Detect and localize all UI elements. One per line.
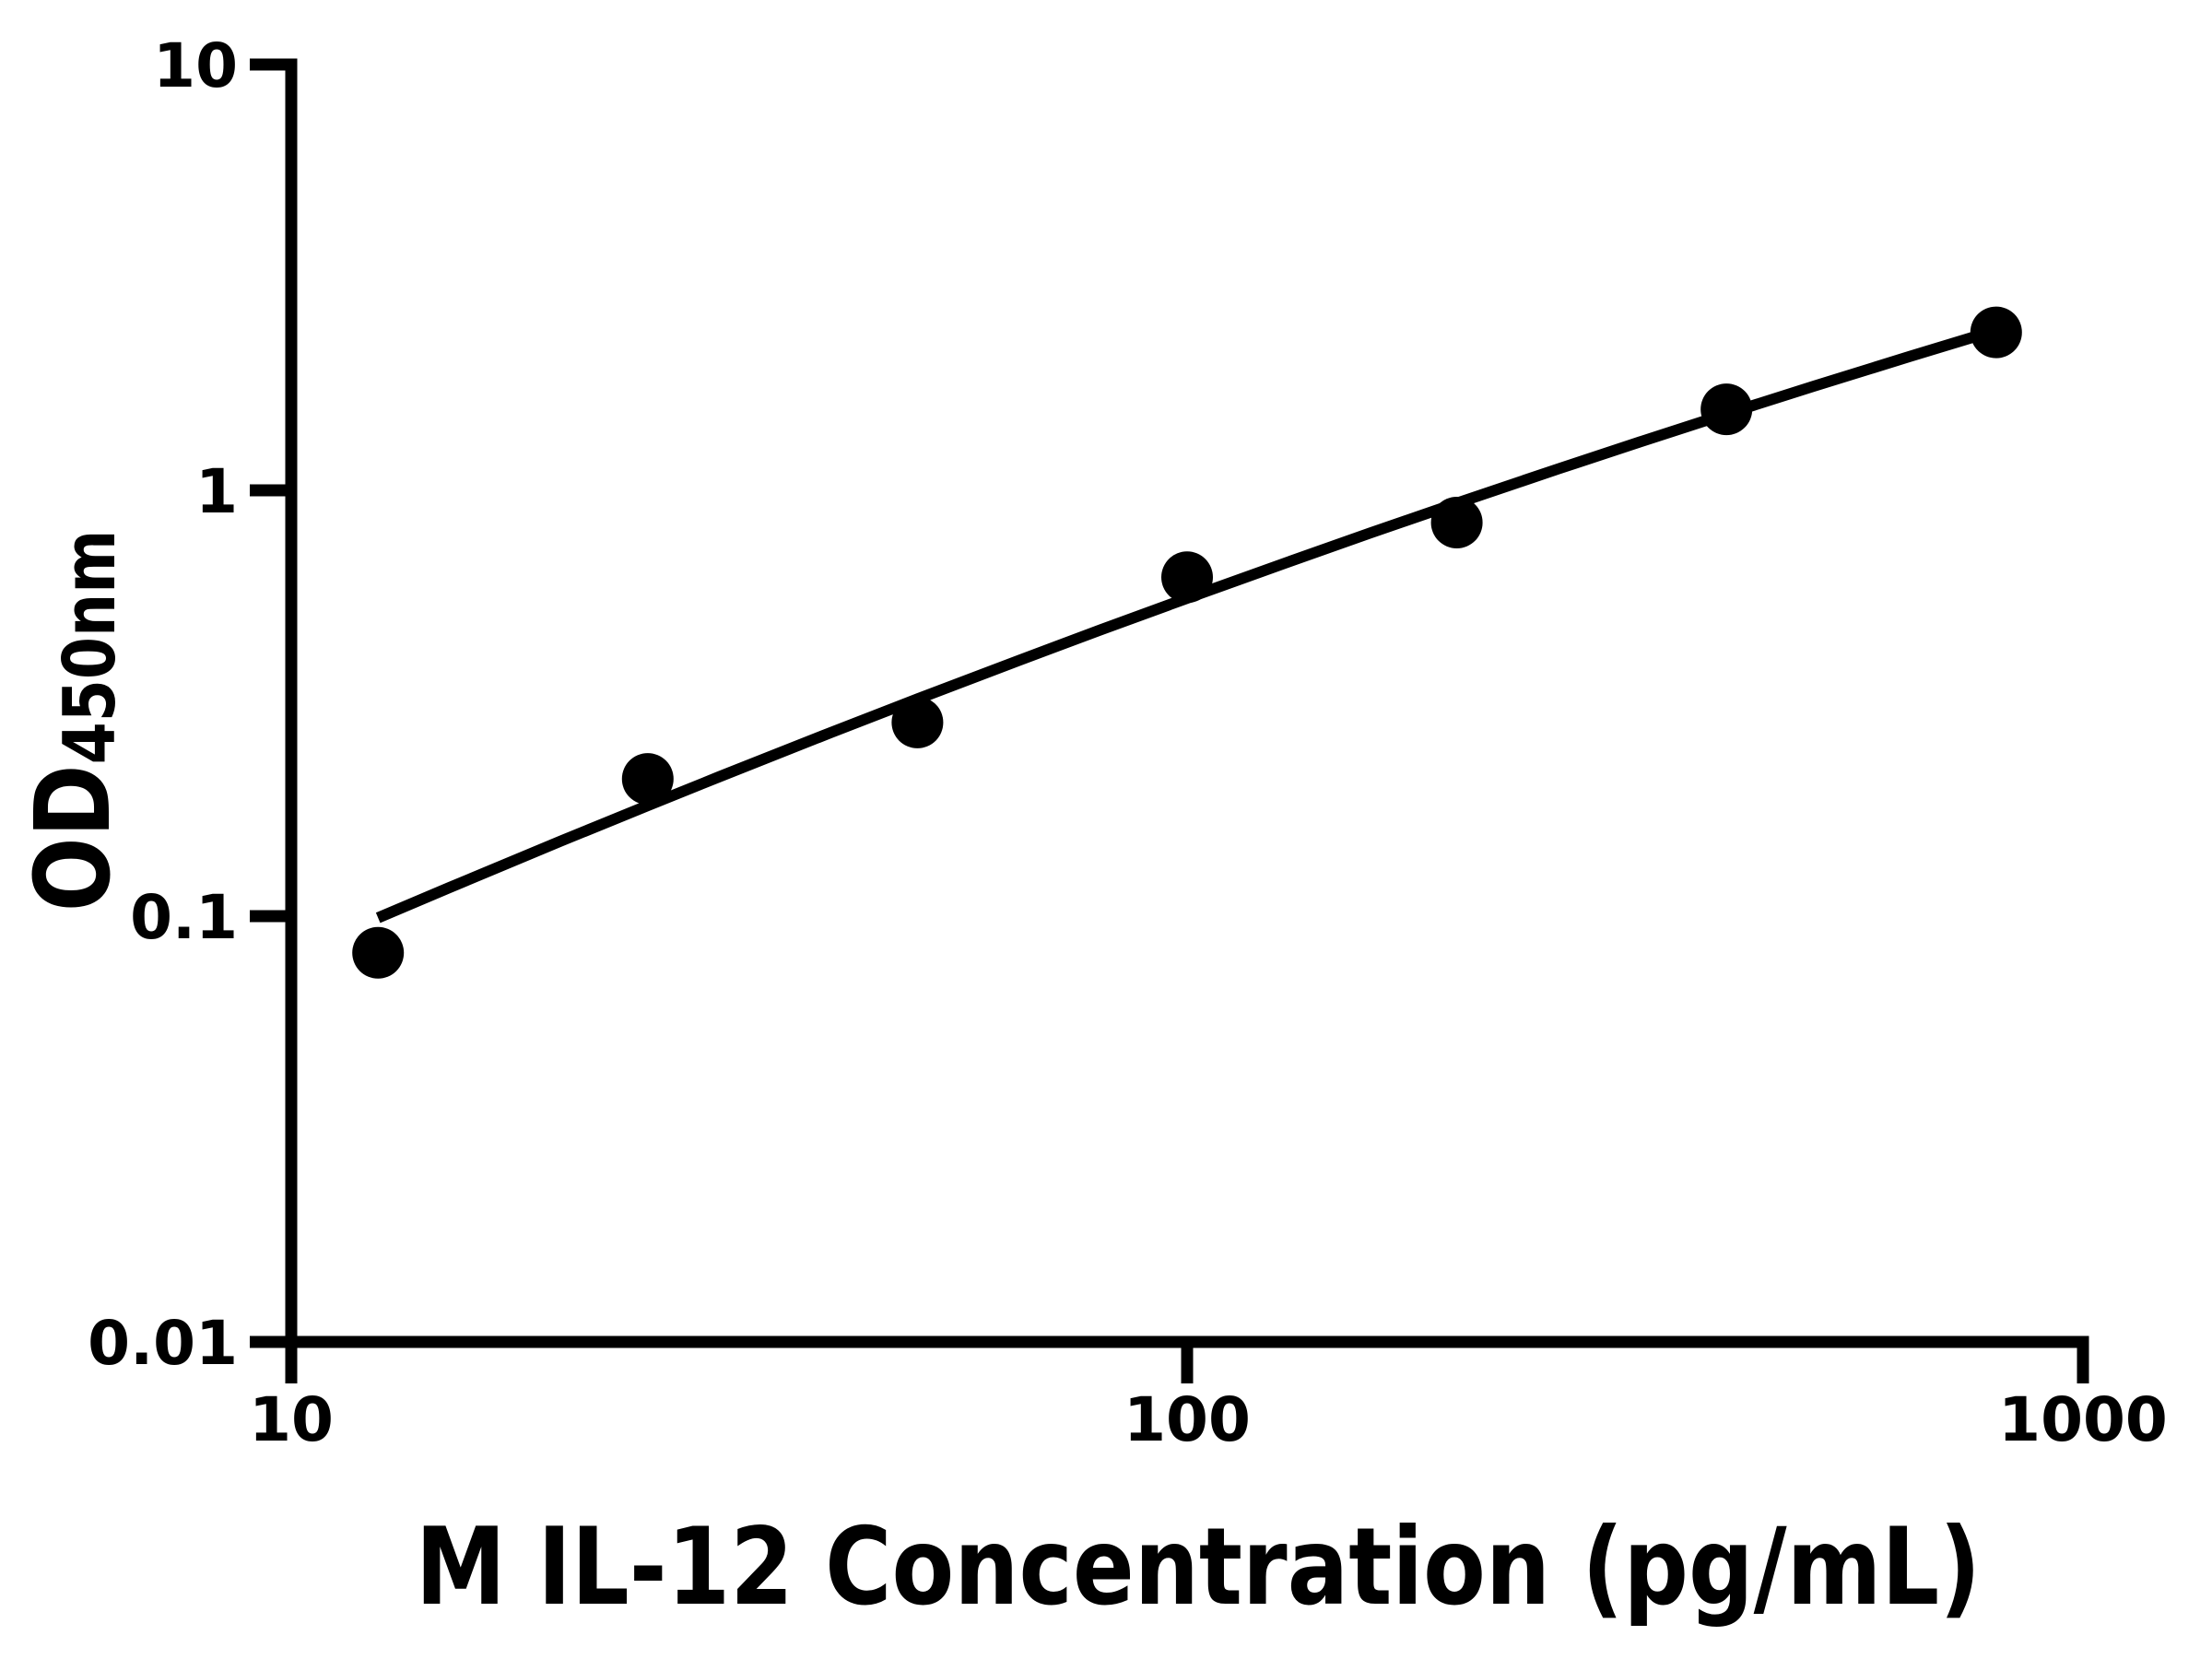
x-tick-label: 10 [249,1384,334,1455]
y-tick-label: 10 [153,30,238,101]
fit-curve-line [375,324,1998,924]
x-axis-title: M IL-12 Concentration (pg/mL) [416,1505,1981,1630]
data-point [352,926,405,979]
x-tick-label: 100 [1124,1384,1251,1455]
y-axis-title: OD450nm [14,530,134,912]
x-tick-label: 1000 [1998,1384,2168,1455]
y-axis-title-subscript: 450nm [49,530,133,765]
y-tick-label: 0.1 [130,882,238,953]
y-tick-label: 0.01 [88,1308,238,1379]
y-tick-label: 1 [195,456,238,527]
data-point [621,753,674,806]
data-group [352,306,2022,979]
y-axis-title-main: OD [14,764,134,912]
